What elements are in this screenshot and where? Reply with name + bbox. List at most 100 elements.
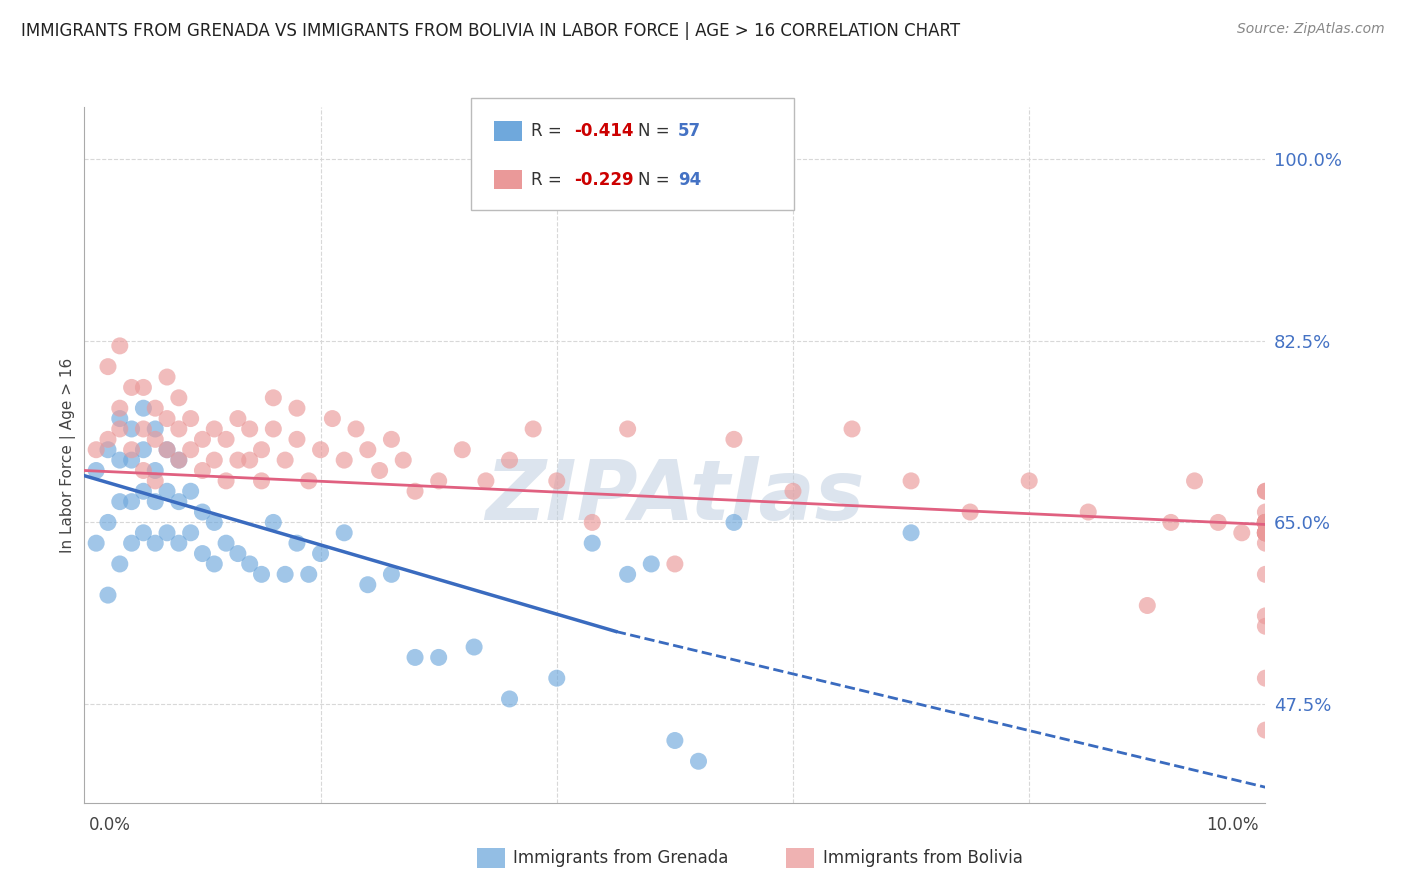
Point: [108, 401, 131, 416]
Point: [108, 453, 131, 467]
Point: [274, 453, 297, 467]
Point: [262, 391, 284, 405]
Point: [1254, 516, 1277, 530]
Point: [180, 411, 202, 425]
Point: [180, 484, 202, 499]
Point: [121, 442, 143, 457]
Point: [1254, 567, 1277, 582]
Point: [1254, 525, 1277, 540]
Point: [156, 411, 179, 425]
Point: [1254, 516, 1277, 530]
Point: [1254, 505, 1277, 519]
Point: [215, 433, 238, 447]
Point: [215, 536, 238, 550]
Point: [1254, 525, 1277, 540]
Point: [167, 494, 190, 508]
Point: [156, 484, 179, 499]
Point: [143, 463, 166, 477]
Point: [380, 433, 402, 447]
Point: [900, 474, 922, 488]
Point: [250, 567, 273, 582]
Point: [1254, 619, 1277, 633]
Point: [1254, 516, 1277, 530]
Point: [180, 525, 202, 540]
Point: [180, 442, 202, 457]
Point: [121, 422, 143, 436]
Point: [1254, 484, 1277, 499]
Point: [1254, 484, 1277, 499]
Point: [143, 494, 166, 508]
Point: [309, 547, 332, 561]
Point: [191, 433, 214, 447]
Point: [546, 474, 568, 488]
Point: [202, 453, 225, 467]
Point: [723, 516, 745, 530]
Point: [1230, 525, 1253, 540]
Point: [309, 442, 332, 457]
Text: -0.229: -0.229: [574, 170, 633, 188]
Point: [368, 463, 391, 477]
Point: [143, 536, 166, 550]
Point: [357, 442, 380, 457]
Point: [143, 474, 166, 488]
Text: 10.0%: 10.0%: [1206, 816, 1258, 834]
Point: [404, 484, 426, 499]
Point: [900, 525, 922, 540]
Text: 0.0%: 0.0%: [89, 816, 131, 834]
Point: [1077, 505, 1099, 519]
Point: [782, 484, 804, 499]
Point: [1254, 516, 1277, 530]
Point: [132, 484, 155, 499]
Point: [167, 536, 190, 550]
Point: [156, 525, 179, 540]
Point: [121, 494, 143, 508]
Text: N =: N =: [638, 122, 675, 140]
Point: [616, 422, 638, 436]
Point: [250, 474, 273, 488]
Point: [108, 557, 131, 571]
Point: [167, 391, 190, 405]
Point: [84, 536, 107, 550]
Point: [143, 433, 166, 447]
Point: [239, 557, 262, 571]
Text: 94: 94: [678, 170, 702, 188]
Point: [108, 339, 131, 353]
Text: N =: N =: [638, 170, 675, 188]
Point: [202, 516, 225, 530]
Point: [321, 411, 343, 425]
Point: [427, 474, 450, 488]
Point: [191, 547, 214, 561]
Point: [156, 442, 179, 457]
Point: [664, 733, 686, 747]
Point: [1254, 608, 1277, 623]
Point: [498, 453, 520, 467]
Text: -0.414: -0.414: [574, 122, 633, 140]
Text: Immigrants from Grenada: Immigrants from Grenada: [513, 849, 728, 867]
Point: [1254, 525, 1277, 540]
Point: [132, 525, 155, 540]
Point: [262, 422, 284, 436]
Text: IMMIGRANTS FROM GRENADA VS IMMIGRANTS FROM BOLIVIA IN LABOR FORCE | AGE > 16 COR: IMMIGRANTS FROM GRENADA VS IMMIGRANTS FR…: [21, 22, 960, 40]
Point: [475, 474, 498, 488]
Point: [143, 401, 166, 416]
Point: [1254, 525, 1277, 540]
Point: [841, 422, 863, 436]
Point: [156, 442, 179, 457]
Point: [202, 422, 225, 436]
Point: [546, 671, 568, 685]
Point: [121, 536, 143, 550]
Point: [97, 433, 120, 447]
Point: [239, 453, 262, 467]
Point: [1254, 536, 1277, 550]
Point: [380, 567, 402, 582]
Point: [959, 505, 981, 519]
Point: [84, 463, 107, 477]
Point: [344, 422, 367, 436]
Point: [97, 588, 120, 602]
Point: [191, 463, 214, 477]
Point: [581, 516, 603, 530]
Point: [226, 547, 249, 561]
Point: [285, 401, 308, 416]
Point: [1160, 516, 1182, 530]
Point: [392, 453, 415, 467]
